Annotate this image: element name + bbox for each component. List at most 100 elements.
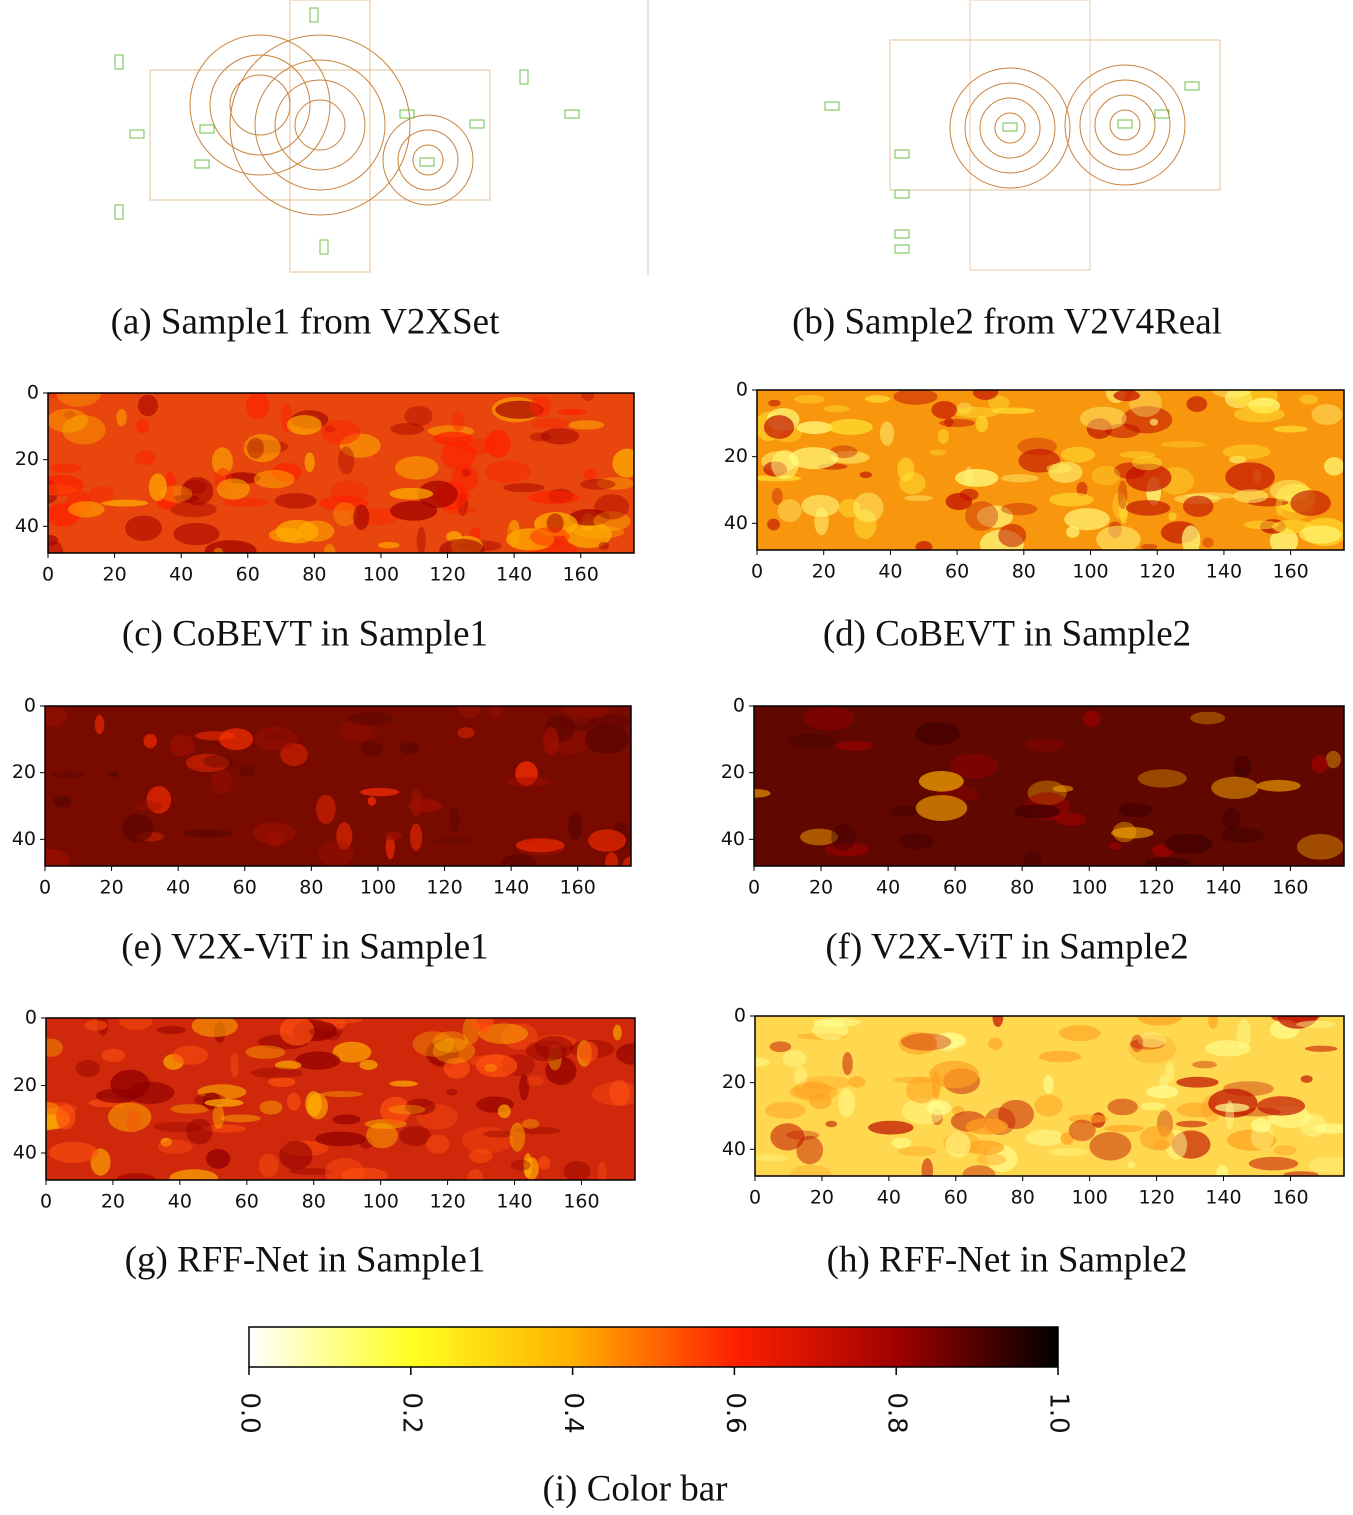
heatmap-blob — [443, 1057, 471, 1079]
heatmap-blob — [501, 1023, 538, 1050]
heatmap-blob — [764, 1101, 806, 1119]
heatmap-blob — [468, 1148, 493, 1164]
heatmap-blob — [814, 507, 829, 536]
heatmap-blob — [426, 1134, 450, 1154]
heatmap-blob — [449, 807, 461, 832]
heatmap-blob — [853, 509, 877, 540]
heatmap-blob — [279, 1140, 313, 1170]
heatmap-blob — [49, 463, 82, 473]
heatmap-blob — [332, 502, 357, 527]
heatmap-blob — [538, 1155, 551, 1170]
heatmap-blob — [506, 528, 555, 551]
heatmap-blob — [395, 456, 439, 480]
heatmap-blob — [1160, 441, 1207, 448]
heatmap-blob — [378, 541, 400, 549]
heatmap-blob — [213, 547, 224, 553]
heatmap-blob — [921, 1158, 934, 1176]
heatmap-blob — [116, 409, 127, 427]
x-tick-label: 80 — [302, 1191, 326, 1213]
heatmap-blob — [842, 1051, 853, 1076]
x-tick-label: 40 — [877, 1187, 901, 1209]
heatmap-frame — [756, 389, 1345, 551]
heatmap-blob — [1311, 403, 1343, 426]
heatmap-blob — [891, 1137, 912, 1149]
heatmap-blob — [206, 1148, 231, 1169]
heatmap-blob — [609, 1079, 630, 1107]
heatmap-blob — [794, 1066, 808, 1087]
heatmap-blob — [597, 1161, 607, 1180]
x-tick-label: 160 — [1272, 877, 1308, 899]
heatmap-blob — [181, 476, 214, 506]
heatmap-blob — [388, 1104, 426, 1115]
heatmap-blob — [75, 1060, 100, 1078]
heatmap-frame — [47, 392, 635, 554]
heatmap-blob — [580, 478, 616, 490]
heatmap-blob — [446, 1088, 458, 1096]
heatmap-blob — [543, 726, 559, 756]
caption: (h) RFF-Net in Sample2 — [827, 1239, 1188, 1280]
heatmap-blob — [519, 1074, 529, 1101]
heatmap-blob — [305, 1091, 322, 1117]
heatmap-blob — [1273, 425, 1308, 433]
heatmap-blob — [853, 492, 884, 523]
heatmap-blob — [1190, 711, 1226, 725]
y-tick-label: 40 — [722, 1138, 746, 1160]
heatmap-blob — [336, 822, 353, 851]
heatmap-blob — [461, 1127, 514, 1154]
y-tick-label: 20 — [12, 761, 36, 783]
heatmap-blob — [204, 1124, 247, 1133]
heatmap-blob — [268, 1076, 296, 1088]
heatmap-blob — [509, 519, 520, 532]
heatmap-blob — [956, 402, 973, 415]
heatmap-blob — [868, 1120, 914, 1135]
heatmap-blob — [1146, 1085, 1179, 1099]
heatmap-blob — [340, 1167, 389, 1180]
heatmap-blob — [173, 522, 220, 546]
heatmap-blob — [893, 390, 938, 405]
heatmap-blob — [830, 450, 870, 464]
heatmap-blob — [185, 753, 230, 773]
heatmap-blob — [786, 733, 836, 749]
heatmap-blob — [1256, 1096, 1306, 1116]
heatmap-blob — [1216, 1165, 1229, 1176]
heatmap-blob — [1082, 710, 1101, 728]
heatmap-blob — [615, 1043, 635, 1065]
x-tick-label: 20 — [812, 561, 836, 583]
heatmap-blob — [385, 835, 395, 860]
heatmap-blob — [944, 417, 954, 428]
heatmap-blob — [107, 1102, 152, 1132]
heatmap-blob — [330, 480, 369, 503]
heatmap-blob — [988, 1037, 1003, 1050]
heatmap-blob — [88, 485, 115, 503]
heatmap-blob — [497, 1104, 511, 1119]
heatmap-blob — [315, 1131, 366, 1147]
y-tick-label: 0 — [25, 1007, 37, 1029]
heatmap-blob — [1076, 481, 1088, 497]
colorbar-tick-label: 0.0 — [235, 1392, 265, 1433]
heatmap-blob — [1149, 418, 1159, 426]
heatmap-blob — [1175, 1120, 1208, 1128]
heatmap-blob — [838, 498, 861, 518]
heatmap-blob — [258, 1153, 279, 1178]
heatmap-blob — [1168, 512, 1177, 521]
heatmap-blob — [1055, 812, 1087, 826]
heatmap-blob — [353, 504, 370, 530]
heatmap-blob — [1324, 456, 1344, 476]
heatmap-frame — [753, 705, 1345, 867]
heatmap-blob — [965, 1118, 1008, 1135]
caption: (d) CoBEVT in Sample2 — [823, 613, 1191, 654]
heatmap-blob — [483, 1130, 513, 1138]
x-tick-label: 0 — [40, 1191, 52, 1213]
heatmap-blob — [529, 396, 552, 417]
heatmap-blob — [360, 741, 383, 757]
heatmap-blob — [159, 485, 193, 503]
heatmap-blob — [148, 473, 167, 502]
heatmap-blob — [1299, 394, 1319, 405]
heatmap-blob — [457, 706, 481, 719]
caption: (f) V2X-ViT in Sample2 — [825, 926, 1188, 967]
heatmap-blob — [1308, 1156, 1344, 1174]
heatmap-blob — [1024, 739, 1064, 752]
heatmap-blob — [1091, 465, 1121, 486]
heatmap-blob — [409, 823, 423, 851]
heatmap-blob — [531, 418, 571, 429]
